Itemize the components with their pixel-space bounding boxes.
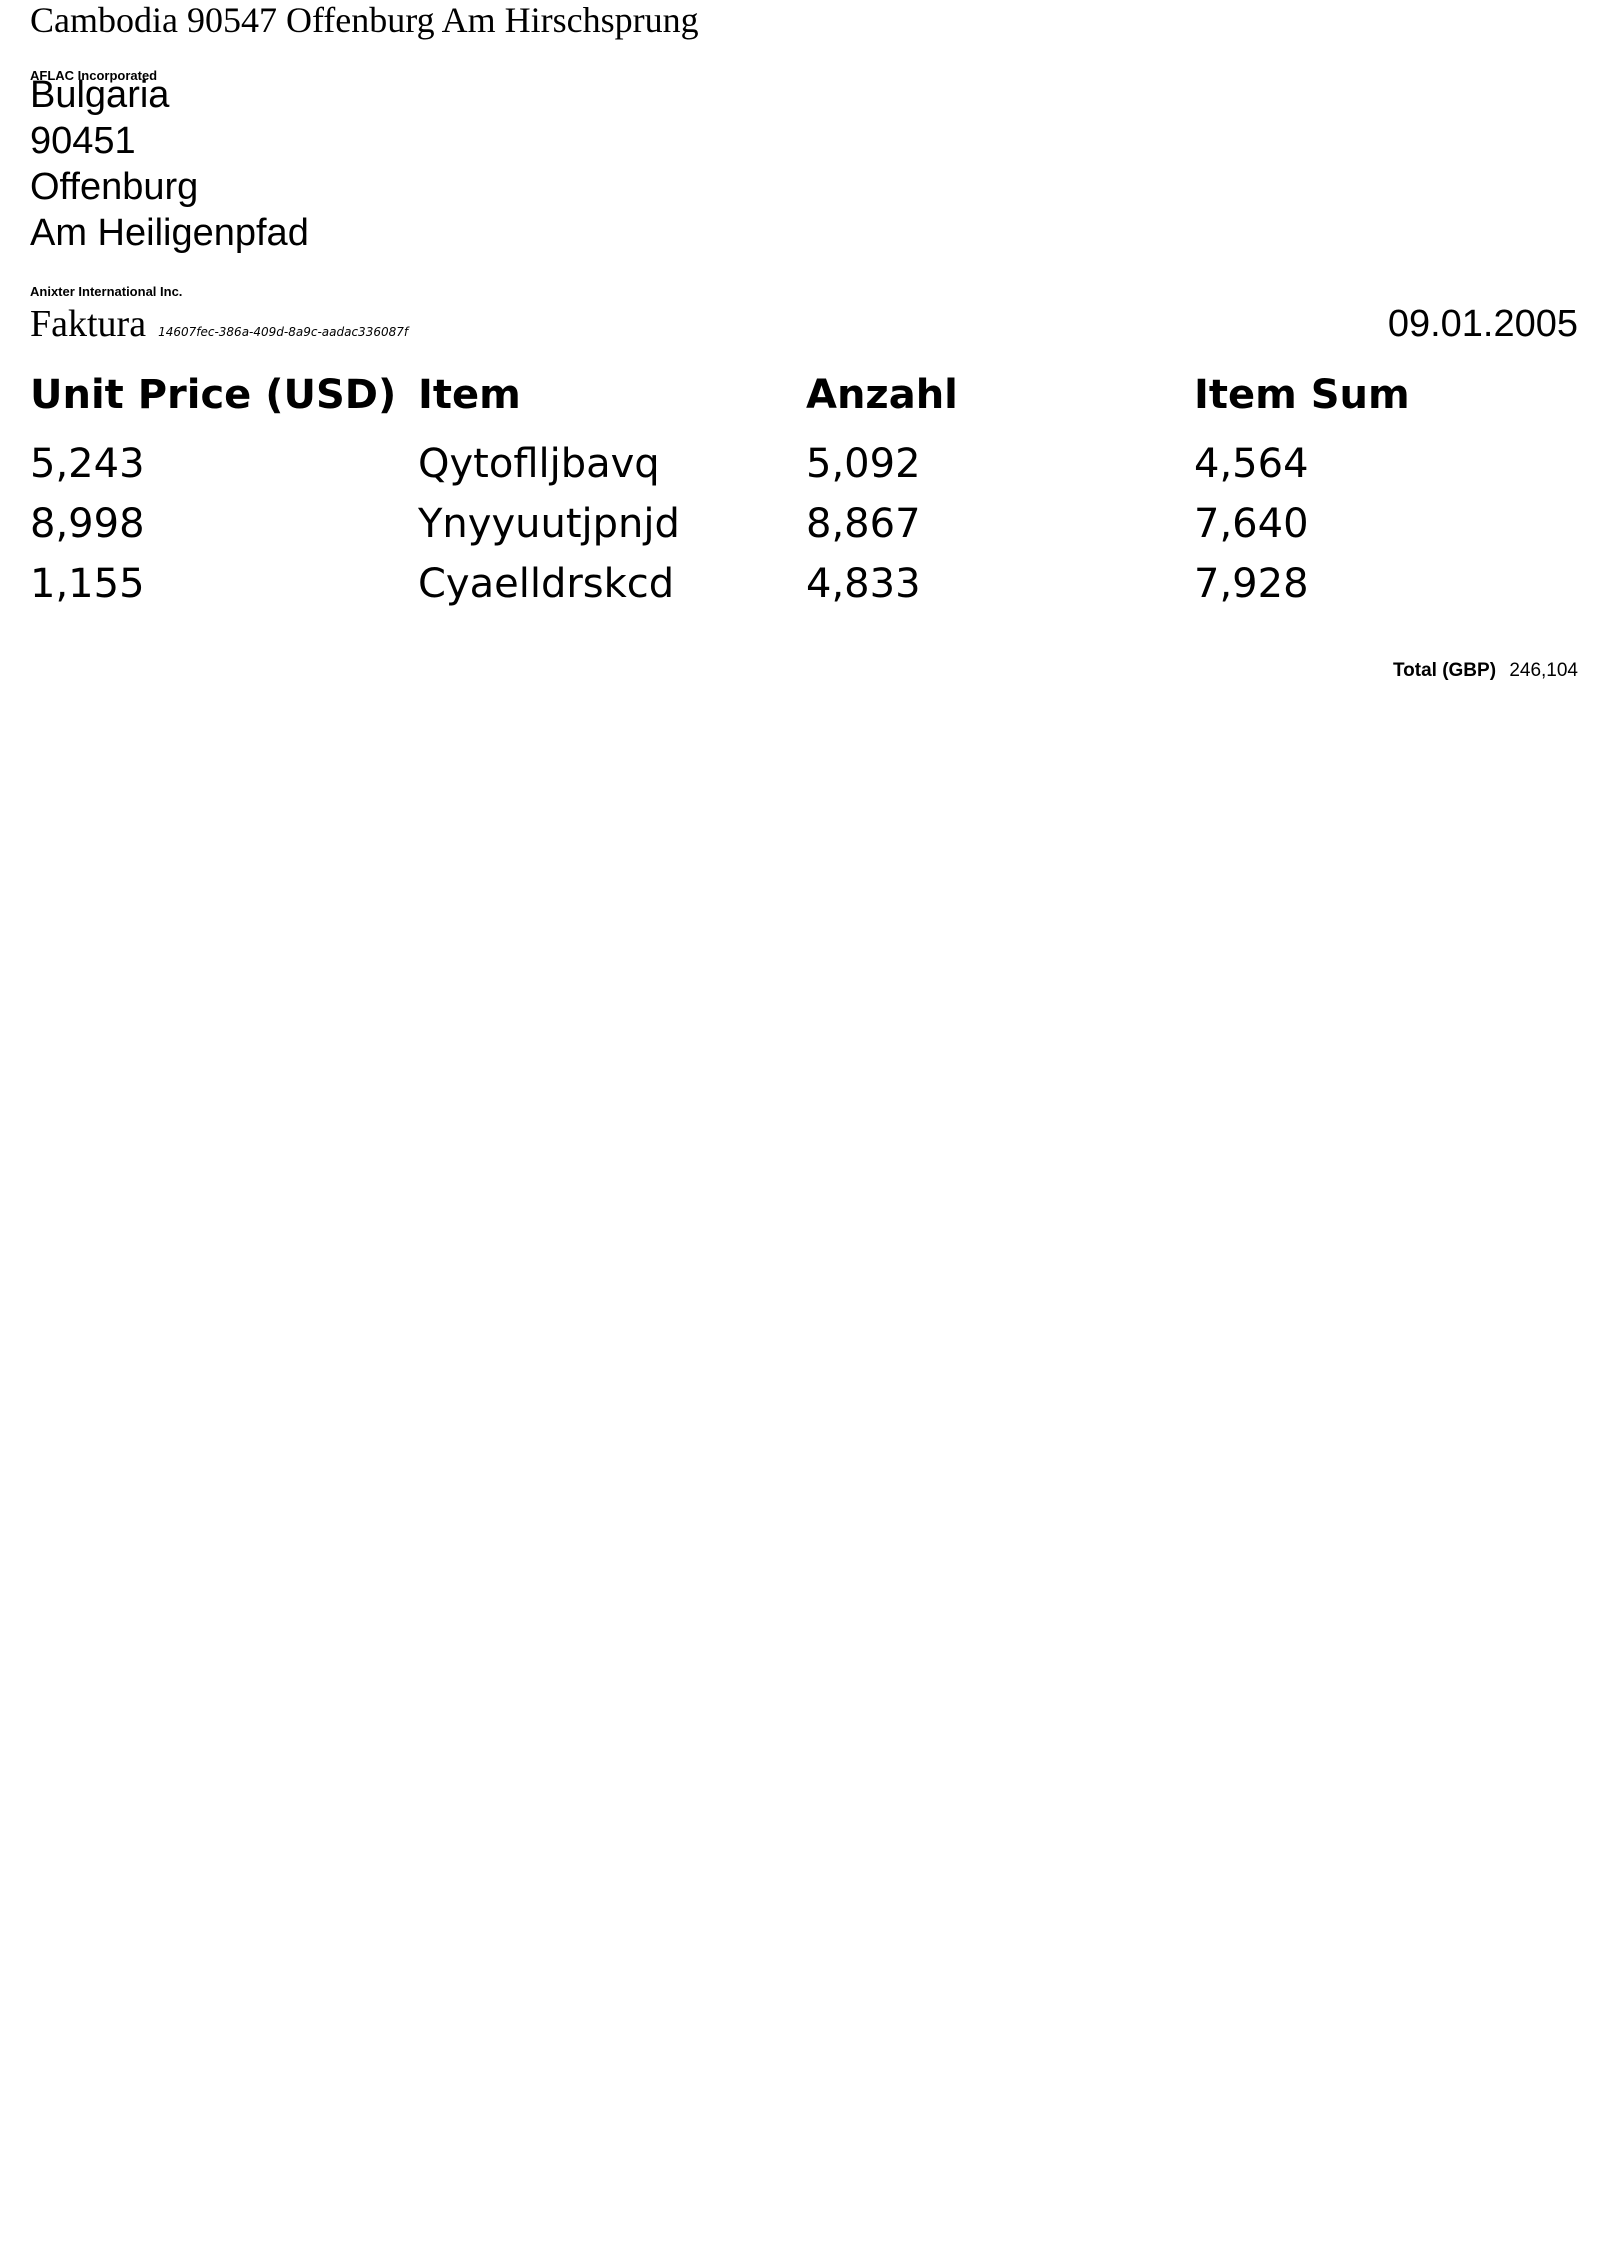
cell-unit-price: 5,243 (30, 441, 145, 487)
recipient-address: Bulgaria 90451 Offenburg Am Heiligenpfad (30, 72, 309, 256)
total-row: Total (GBP) 246,104 (1393, 660, 1578, 682)
cell-quantity: 5,092 (806, 441, 921, 487)
sender-address-line: Cambodia 90547 Offenburg Am Hirschsprung (30, 0, 699, 40)
header-quantity: Anzahl (806, 372, 958, 418)
document-id: 14607fec-386a-409d-8a9c-aadac336087f (158, 325, 409, 339)
cell-item-sum: 4,564 (1194, 441, 1309, 487)
recipient-country: Bulgaria (30, 74, 170, 116)
table-header-row: Unit Price (USD) Item Anzahl Item Sum (30, 372, 1582, 434)
table-row: 8,998 Ynyyuutjpnjd 8,867 7,640 (30, 494, 1582, 554)
cell-unit-price: 8,998 (30, 501, 145, 547)
total-value: 246,104 (1509, 660, 1578, 681)
recipient-postal-code: 90451 (30, 120, 136, 162)
header-unit-price: Unit Price (USD) (30, 372, 397, 418)
recipient-city: Offenburg (30, 166, 199, 208)
cell-quantity: 4,833 (806, 561, 921, 607)
cell-item: Ynyyuutjpnjd (418, 501, 680, 547)
cell-quantity: 8,867 (806, 501, 921, 547)
cell-item-sum: 7,640 (1194, 501, 1309, 547)
table-row: 1,155 Cyaelldrskcd 4,833 7,928 (30, 554, 1582, 614)
recipient-company: Anixter International Inc. (30, 284, 183, 299)
table-row: 5,243 Qytoflljbavq 5,092 4,564 (30, 434, 1582, 494)
header-item-sum: Item Sum (1194, 372, 1410, 418)
document-title: Faktura (30, 303, 147, 345)
cell-item: Qytoflljbavq (418, 441, 660, 487)
cell-item-sum: 7,928 (1194, 561, 1309, 607)
items-table: Unit Price (USD) Item Anzahl Item Sum 5,… (30, 372, 1582, 614)
sender-company: AFLAC Incorporated (30, 68, 158, 83)
cell-item: Cyaelldrskcd (418, 561, 675, 607)
header-item: Item (418, 372, 521, 418)
recipient-street: Am Heiligenpfad (30, 212, 309, 254)
cell-unit-price: 1,155 (30, 561, 145, 607)
total-label: Total (GBP) (1392, 660, 1497, 681)
document-date: 09.01.2005 (1387, 303, 1578, 345)
title-row: Faktura 14607fec-386a-409d-8a9c-aadac336… (30, 302, 408, 346)
